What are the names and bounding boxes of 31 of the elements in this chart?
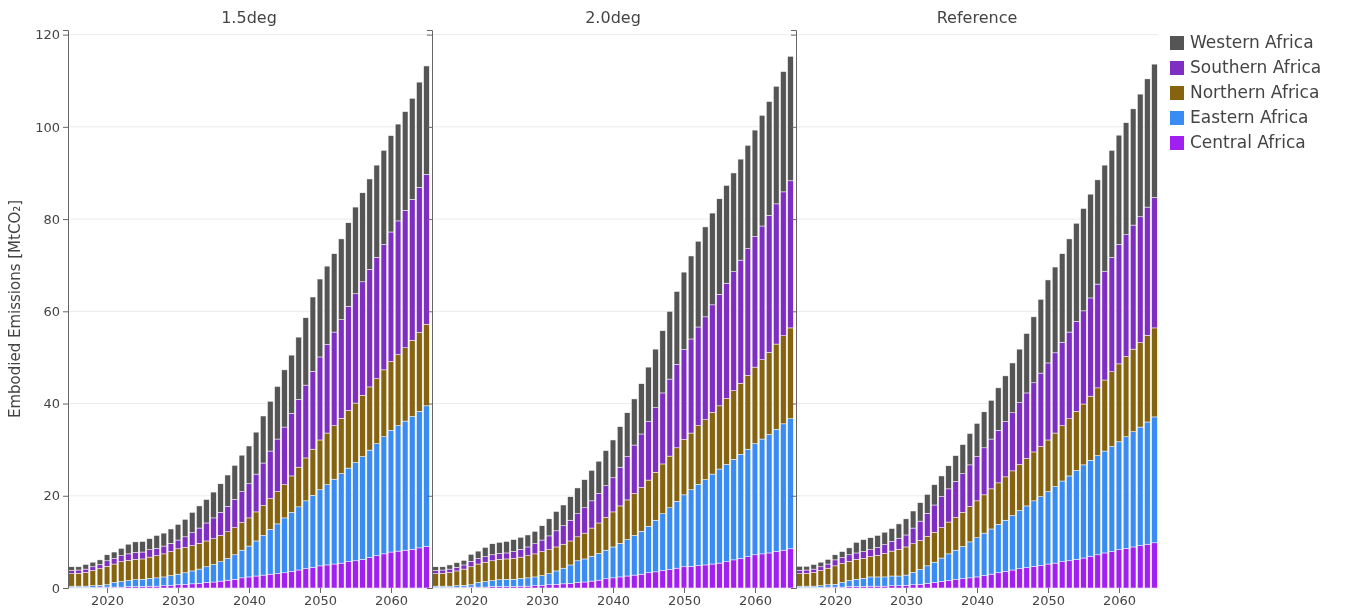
y-tick-label: 60 bbox=[43, 303, 60, 319]
legend-label: Central Africa bbox=[1190, 132, 1306, 152]
x-tick-label: 2030 bbox=[161, 593, 196, 609]
y-tick-label: 80 bbox=[43, 211, 60, 227]
chart-title: Reference bbox=[936, 8, 1018, 27]
legend-label: Northern Africa bbox=[1190, 82, 1320, 102]
legend-label: Western Africa bbox=[1190, 32, 1314, 52]
x-tick-label: 2050 bbox=[667, 593, 702, 609]
x-tick-label: 2040 bbox=[960, 593, 995, 609]
x-tick-label: 2060 bbox=[374, 593, 409, 609]
y-tick-label: 0 bbox=[51, 580, 60, 596]
y-tick-label: 100 bbox=[35, 119, 60, 135]
x-tick-label: 2020 bbox=[818, 593, 853, 609]
y-axis-title: Embodied Emissions [MtCO₂] bbox=[6, 199, 24, 419]
x-tick-label: 2050 bbox=[303, 593, 338, 609]
chart-title: 1.5deg bbox=[221, 8, 277, 27]
x-tick-label: 2060 bbox=[738, 593, 773, 609]
y-tick-label: 20 bbox=[43, 488, 60, 504]
x-tick-label: 2060 bbox=[1102, 593, 1137, 609]
y-tick-label: 40 bbox=[43, 396, 60, 412]
y-tick-label: 120 bbox=[35, 27, 60, 43]
x-tick-label: 2020 bbox=[454, 593, 489, 609]
x-tick-label: 2040 bbox=[596, 593, 631, 609]
x-tick-label: 2040 bbox=[232, 593, 267, 609]
chart-title: 2.0deg bbox=[585, 8, 641, 27]
x-tick-label: 2020 bbox=[90, 593, 125, 609]
legend-label: Southern Africa bbox=[1190, 57, 1322, 77]
legend-label: Eastern Africa bbox=[1190, 107, 1309, 127]
x-tick-label: 2030 bbox=[525, 593, 560, 609]
x-tick-label: 2030 bbox=[889, 593, 924, 609]
x-tick-label: 2050 bbox=[1031, 593, 1066, 609]
